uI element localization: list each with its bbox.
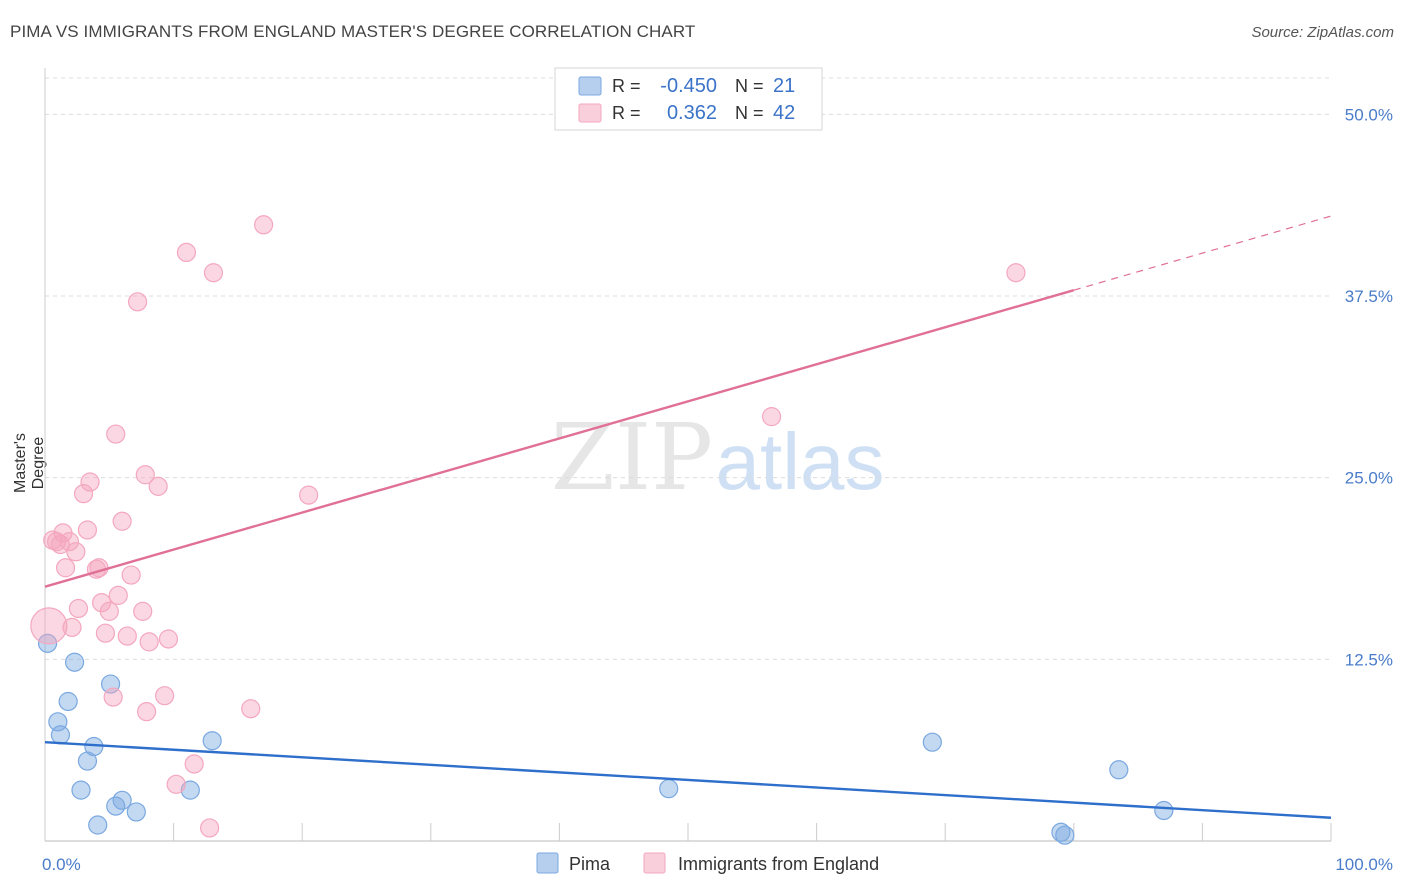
england-point xyxy=(154,686,175,706)
pima-point xyxy=(112,790,132,810)
legend-label: Pima xyxy=(569,854,611,874)
chart-title: PIMA VS IMMIGRANTS FROM ENGLAND MASTER'S… xyxy=(10,22,696,41)
source-label: Source: ZipAtlas.com xyxy=(1251,24,1394,41)
stats-legend-swatch xyxy=(578,103,602,123)
england-trend-line-extension xyxy=(1073,215,1332,291)
england-point xyxy=(148,476,168,496)
england-point xyxy=(184,754,204,774)
england-point xyxy=(103,687,123,707)
stats-r-label: R = xyxy=(612,103,641,123)
england-points xyxy=(30,215,1026,838)
pima-point xyxy=(64,652,85,672)
england-point xyxy=(203,263,224,283)
pima-point xyxy=(659,779,679,799)
x-tick-label-max: 100.0% xyxy=(1335,855,1393,874)
stats-legend-swatch xyxy=(578,76,602,96)
england-point xyxy=(761,407,782,427)
england-point xyxy=(108,585,128,605)
england-point xyxy=(241,699,261,719)
pima-point xyxy=(58,691,78,712)
england-point xyxy=(80,472,100,492)
pima-point xyxy=(71,780,91,800)
england-point xyxy=(117,626,137,646)
england-point xyxy=(55,558,76,578)
england-point xyxy=(136,702,157,722)
legend-swatch xyxy=(536,852,559,874)
stats-n-label: N = xyxy=(735,103,764,123)
stats-n-value: 21 xyxy=(773,75,795,97)
england-point xyxy=(112,511,132,531)
england-point xyxy=(99,601,119,621)
england-point xyxy=(77,520,98,540)
pima-point xyxy=(50,725,71,745)
england-point xyxy=(299,485,319,505)
stats-r-label: R = xyxy=(612,76,641,96)
england-point xyxy=(62,617,82,637)
england-point xyxy=(139,632,159,652)
y-tick-label: 50.0% xyxy=(1345,105,1393,124)
y-tick-label: 37.5% xyxy=(1345,287,1393,306)
pima-points xyxy=(37,633,1174,845)
england-point xyxy=(30,607,68,645)
england-point xyxy=(127,292,148,312)
pima-point xyxy=(922,732,942,752)
stats-r-value: -0.450 xyxy=(660,75,717,97)
pima-point xyxy=(202,731,222,751)
pima-point xyxy=(88,815,108,835)
england-point xyxy=(106,424,126,444)
pima-trend-line xyxy=(44,740,1332,819)
pima-point xyxy=(1154,800,1174,821)
england-point xyxy=(166,774,186,794)
england-point xyxy=(66,542,86,562)
stats-r-value: 0.362 xyxy=(667,102,717,124)
pima-point xyxy=(126,802,146,822)
england-point xyxy=(133,601,153,621)
england-trend-line xyxy=(44,289,1075,588)
stats-n-label: N = xyxy=(735,76,764,96)
pima-point xyxy=(1109,760,1129,780)
legend-label: Immigrants from England xyxy=(678,854,879,874)
england-point xyxy=(1006,263,1026,283)
england-point xyxy=(200,818,220,838)
england-point xyxy=(135,465,155,485)
x-tick-label-min: 0.0% xyxy=(42,855,81,874)
y-tick-label: 25.0% xyxy=(1345,469,1393,488)
y-tick-label: 12.5% xyxy=(1345,650,1393,669)
watermark-atlas: atlas xyxy=(716,417,885,506)
england-point xyxy=(254,215,274,235)
england-point xyxy=(176,242,197,262)
watermark-zip: ZIP xyxy=(551,404,713,511)
stats-n-value: 42 xyxy=(773,102,795,124)
england-point xyxy=(121,565,141,585)
pima-point xyxy=(180,780,200,800)
england-point xyxy=(73,484,94,504)
england-point xyxy=(158,629,179,649)
england-point xyxy=(59,532,80,552)
pima-point xyxy=(1055,825,1075,845)
england-point xyxy=(95,623,116,643)
england-point xyxy=(68,598,89,619)
legend-swatch xyxy=(643,852,666,874)
